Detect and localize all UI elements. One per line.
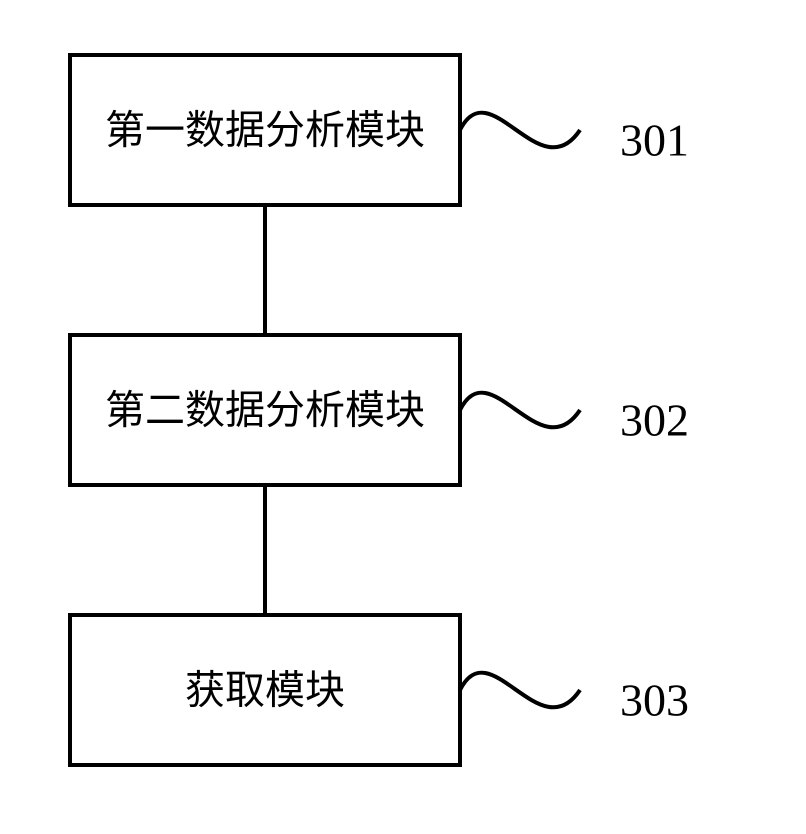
module-label: 第二数据分析模块 (105, 388, 425, 433)
reference-squiggle (460, 113, 580, 148)
reference-number: 303 (620, 675, 689, 726)
module-label: 获取模块 (185, 668, 345, 713)
reference-squiggle (460, 673, 580, 708)
module-label: 第一数据分析模块 (105, 108, 425, 153)
flowchart-canvas: 第一数据分析模块 301 第二数据分析模块 302 获取模块 303 (0, 0, 806, 834)
reference-number: 302 (620, 395, 689, 446)
reference-number: 301 (620, 115, 689, 166)
reference-squiggle (460, 393, 580, 428)
